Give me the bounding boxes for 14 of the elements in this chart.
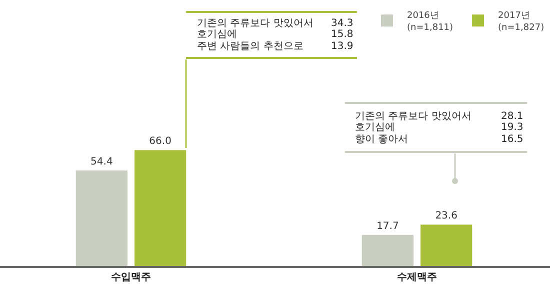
data-label: 54.4 (90, 156, 113, 168)
data-label: 66.0 (149, 136, 172, 148)
legend-label: 2017년 (n=1,827) (498, 11, 544, 33)
text: 기존의 주류보다 맛있어서 28.1 호기심에 19.3 향이 좋아서 16.5 (355, 111, 524, 145)
x-tick-label: 수제맥주 (397, 272, 437, 283)
bar (420, 224, 472, 266)
legend-label: 2016년 (n=1,811) (407, 11, 454, 33)
data-label: 23.6 (435, 210, 458, 222)
bar (134, 150, 186, 266)
x-tick-label: 수입맥주 (110, 272, 151, 283)
bar (76, 170, 128, 266)
bar (362, 234, 414, 266)
text: 기존의 주류보다 맛있어서 34.3 호기심에 15.8 주변 사람들의 추천으로 13.9 (197, 18, 354, 52)
data-label: 17.7 (376, 220, 399, 232)
